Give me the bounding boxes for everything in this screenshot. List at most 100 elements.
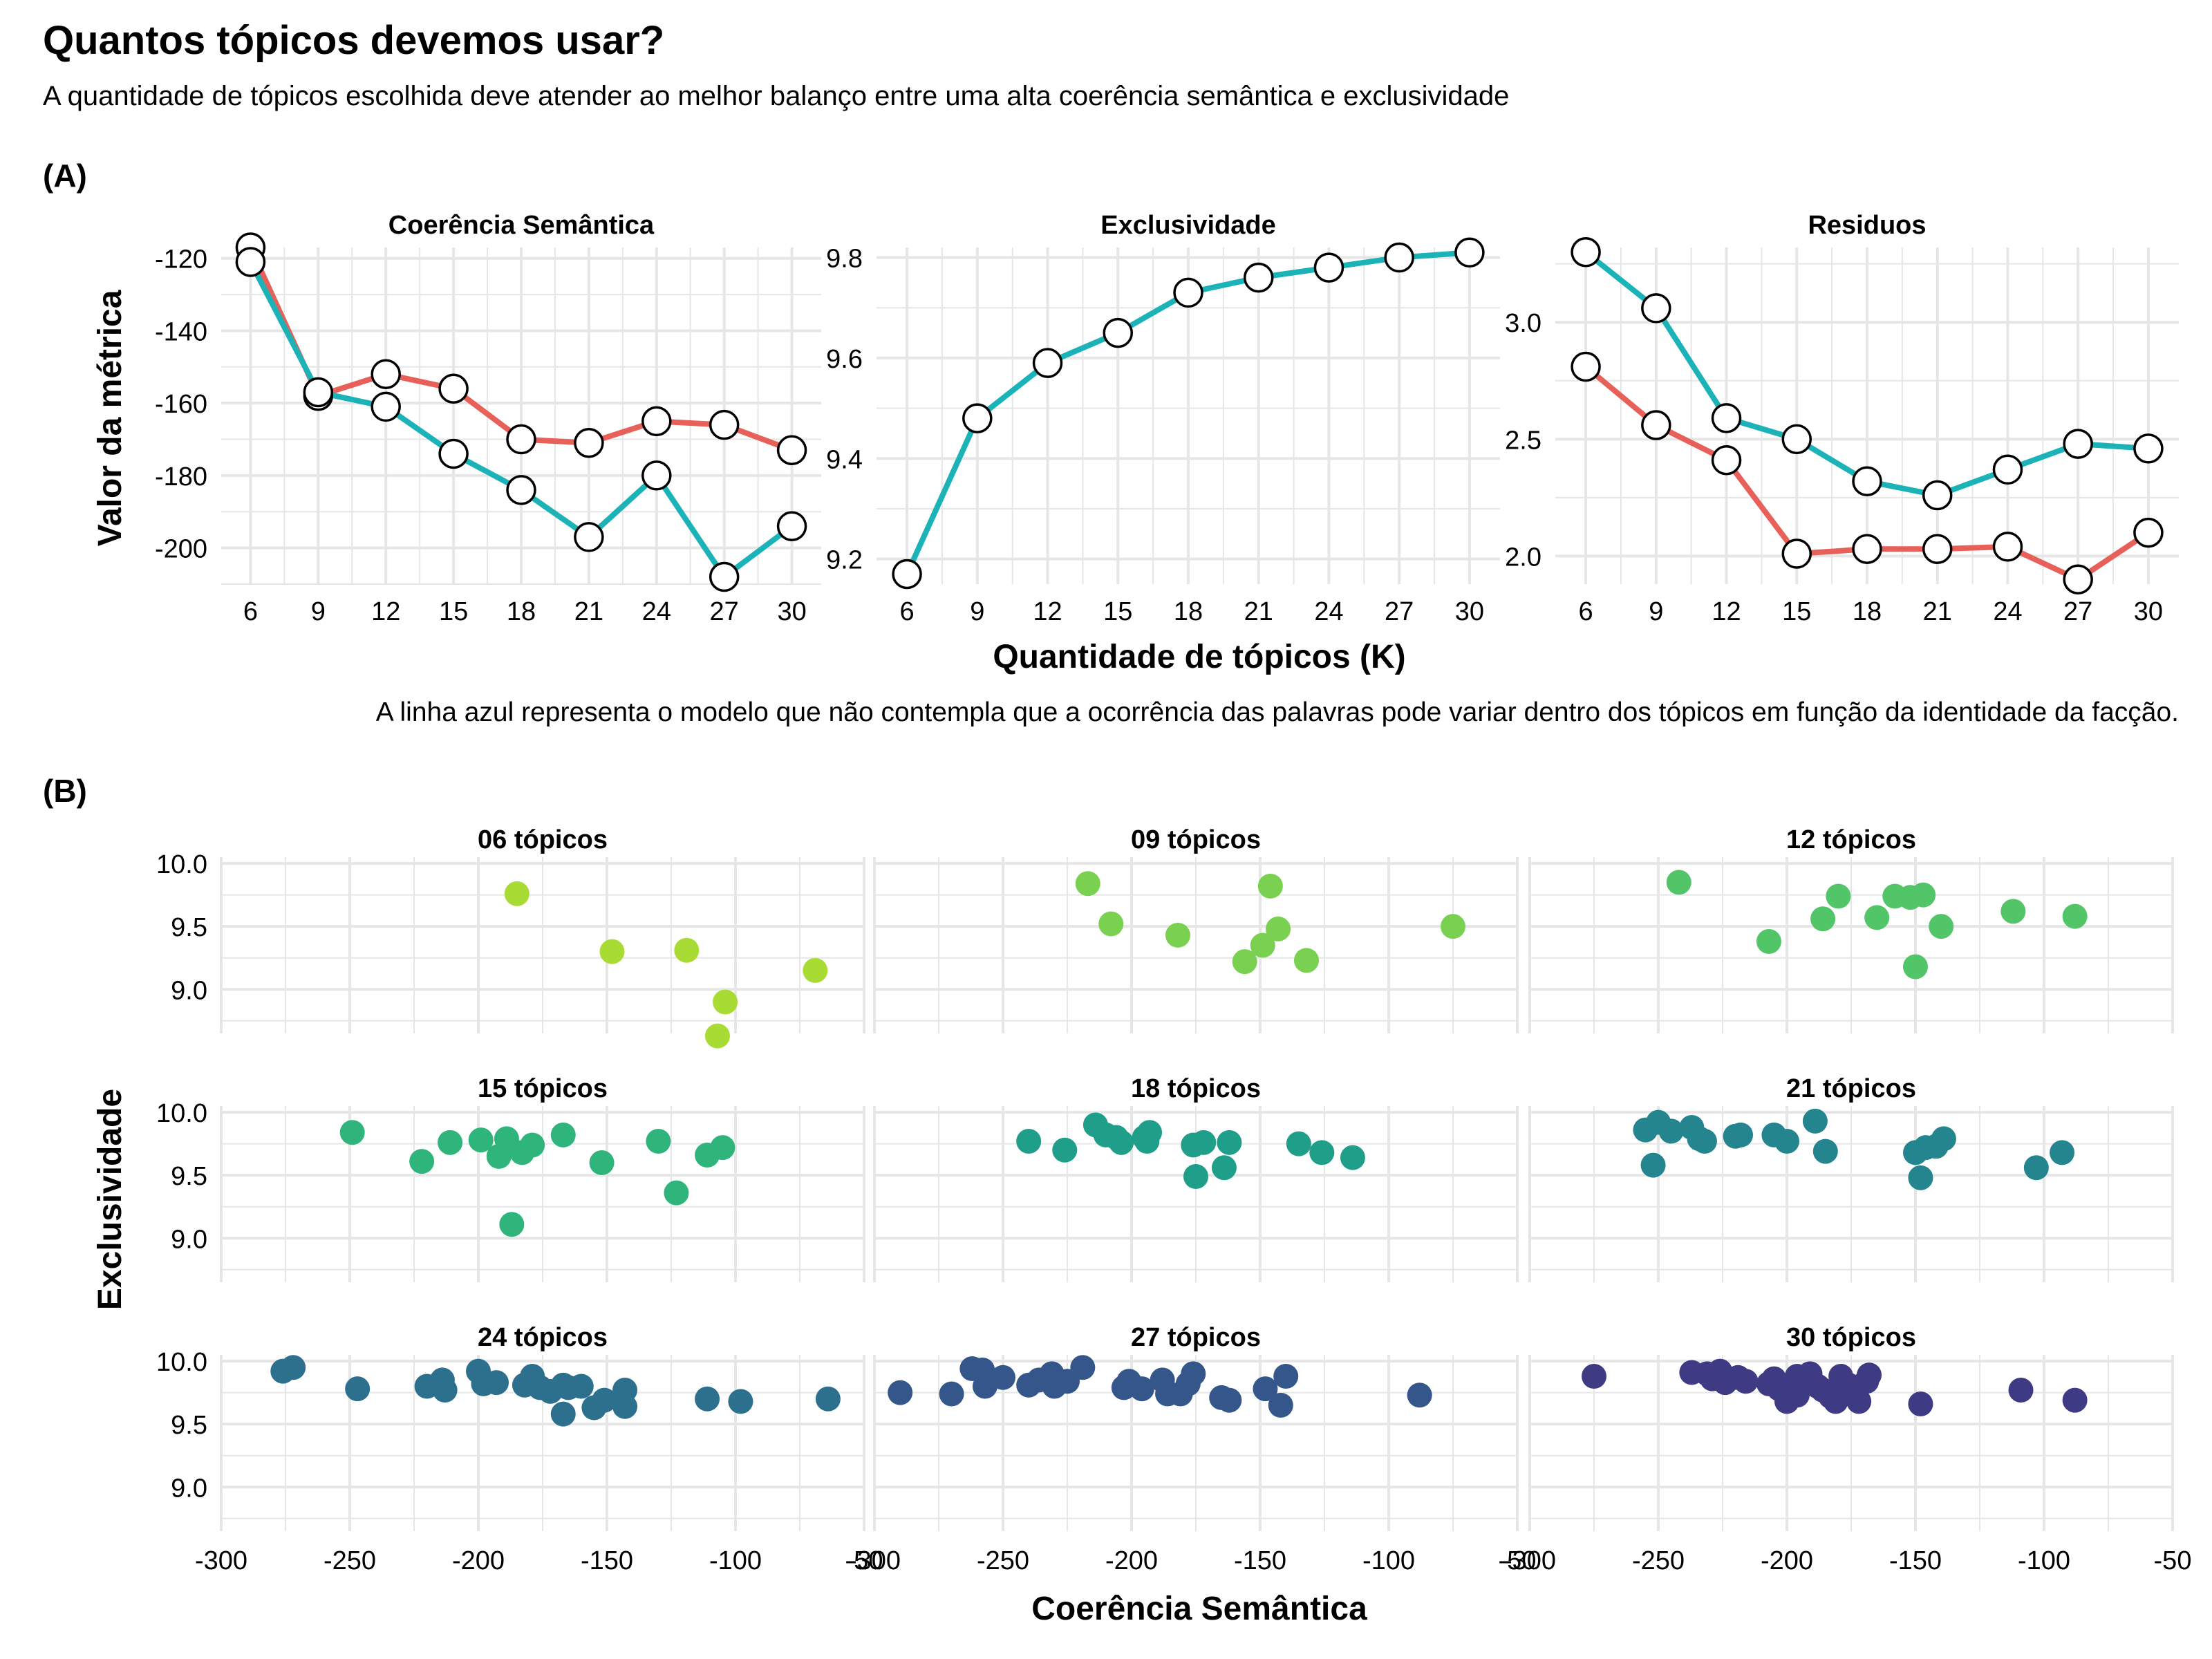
scatter-point xyxy=(468,1127,494,1153)
x-tick-label: 6 xyxy=(900,597,915,626)
data-point xyxy=(1032,348,1063,378)
scatter-point xyxy=(550,1122,576,1147)
y-tick-label: 9.4 xyxy=(826,445,863,474)
x-tick-label: 30 xyxy=(1455,597,1484,626)
scatter-point xyxy=(345,1376,371,1402)
data-point xyxy=(641,406,672,437)
scatter-point xyxy=(1070,1355,1096,1380)
scatter-point xyxy=(438,1130,463,1155)
scatter-point xyxy=(1217,1130,1242,1155)
scatter-point xyxy=(1812,1138,1838,1164)
y-tick-label: 9.5 xyxy=(171,1411,207,1440)
data-point xyxy=(962,403,993,433)
scatter-point xyxy=(2050,1140,2075,1165)
scatter-point xyxy=(646,1129,671,1154)
scatter-point xyxy=(1774,1129,1799,1154)
scatter-point xyxy=(1802,1108,1828,1134)
x-tick-label: 9 xyxy=(311,597,326,626)
y-tick-label: -140 xyxy=(155,317,207,346)
y-tick-label: -120 xyxy=(155,245,207,274)
line-facet: Residuos 6 9 12 15 18 21 24 27 30 2.0 2.5 3.0 xyxy=(1505,211,2179,626)
data-point xyxy=(1992,532,2023,562)
facet-title: 27 tópicos xyxy=(1131,1323,1261,1352)
x-tick-label: 6 xyxy=(1579,597,1593,626)
panel-b: 06 tópicos 9.0 9.5 10.0 09 tópicos 12 tópicos… xyxy=(156,825,2191,1575)
scatter-point xyxy=(2062,1387,2088,1413)
scatter-point xyxy=(1407,1382,1432,1408)
scatter-point xyxy=(592,1387,617,1413)
data-point xyxy=(2133,433,2164,464)
scatter-point xyxy=(432,1378,458,1403)
scatter-point xyxy=(1640,1152,1666,1178)
data-point xyxy=(709,561,740,592)
data-point xyxy=(1571,351,1601,382)
data-point xyxy=(1711,403,1742,433)
x-tick-label: 18 xyxy=(1174,597,1203,626)
scatter-point xyxy=(1257,873,1283,899)
data-point xyxy=(1711,445,1742,476)
scatter-point xyxy=(1658,1118,1684,1144)
facet-title: 15 tópicos xyxy=(478,1074,608,1103)
line-facet: Coerência Semântica 6 9 12 15 18 21 24 27 30 -200 -… xyxy=(155,211,821,626)
scatter-point xyxy=(1846,1389,1872,1414)
data-point xyxy=(1852,466,1882,496)
y-tick-label: 9.2 xyxy=(826,546,863,575)
y-tick-label: 9.0 xyxy=(171,1225,207,1254)
x-tick-label: -250 xyxy=(977,1546,1029,1575)
scatter-facet: 06 tópicos 9.0 9.5 10.0 xyxy=(156,825,865,1049)
scatter-point xyxy=(1864,905,1890,930)
y-tick-label: -200 xyxy=(155,535,207,564)
scatter-point xyxy=(281,1355,306,1380)
x-tick-label: -50 xyxy=(1499,1546,1537,1575)
x-tick-label: 27 xyxy=(2063,597,2092,626)
data-point xyxy=(574,522,604,552)
scatter-point xyxy=(1691,1129,1717,1154)
y-tick-label: 10.0 xyxy=(156,850,207,879)
x-tick-label: 24 xyxy=(642,597,671,626)
y-tick-label: 2.0 xyxy=(1505,543,1541,572)
facet-title: Exclusividade xyxy=(1100,211,1275,240)
scatter-point xyxy=(710,1135,735,1161)
scatter-point xyxy=(1756,929,1781,955)
data-point xyxy=(1781,538,1812,569)
x-tick-label: 15 xyxy=(1782,597,1811,626)
facet-title: Coerência Semântica xyxy=(388,211,655,240)
y-tick-label: 9.8 xyxy=(826,245,863,274)
scatter-point xyxy=(1134,1129,1160,1154)
y-tick-label: 9.0 xyxy=(171,976,207,1005)
scatter-point xyxy=(674,937,700,963)
scatter-point xyxy=(1273,1363,1299,1389)
x-tick-label: 12 xyxy=(1033,597,1062,626)
scatter-point xyxy=(1810,1378,1836,1403)
panel-a-y-axis-title: Valor da métrica xyxy=(92,290,129,546)
scatter-facet: 30 tópicos -300 -250 -200 -150 -100 -50 xyxy=(1503,1323,2191,1575)
panel-a: Coerência Semântica 6 9 12 15 18 21 24 27 30 -200 -… xyxy=(155,211,2179,626)
x-tick-label: -100 xyxy=(2018,1546,2070,1575)
data-point xyxy=(1384,242,1414,273)
scatter-point xyxy=(991,1365,1015,1390)
scatter-point xyxy=(1761,1366,1787,1391)
scatter-point xyxy=(2062,903,2088,929)
y-tick-label: -180 xyxy=(155,462,207,491)
data-point xyxy=(1454,237,1485,268)
x-tick-label: 30 xyxy=(777,597,806,626)
facet-title: 30 tópicos xyxy=(1786,1323,1916,1352)
panel-b-tag: (B) xyxy=(43,773,87,809)
facet-title: 12 tópicos xyxy=(1786,825,1916,854)
panel-a-x-axis-title: Quantidade de tópicos (K) xyxy=(993,639,1405,675)
x-tick-label: 18 xyxy=(1853,597,1882,626)
scatter-point xyxy=(1268,1392,1293,1418)
scatter-point xyxy=(568,1374,594,1399)
scatter-point xyxy=(2023,1155,2049,1181)
x-tick-label: -250 xyxy=(1632,1546,1685,1575)
scatter-point xyxy=(409,1149,435,1174)
facet-title: Residuos xyxy=(1808,211,1926,240)
scatter-point xyxy=(1217,1387,1242,1413)
facet-title: 24 tópicos xyxy=(478,1323,608,1352)
x-tick-label: 27 xyxy=(710,597,739,626)
scatter-point xyxy=(339,1120,365,1145)
x-tick-label: 30 xyxy=(2134,597,2163,626)
data-point xyxy=(2133,517,2164,548)
scatter-point xyxy=(664,1180,689,1206)
